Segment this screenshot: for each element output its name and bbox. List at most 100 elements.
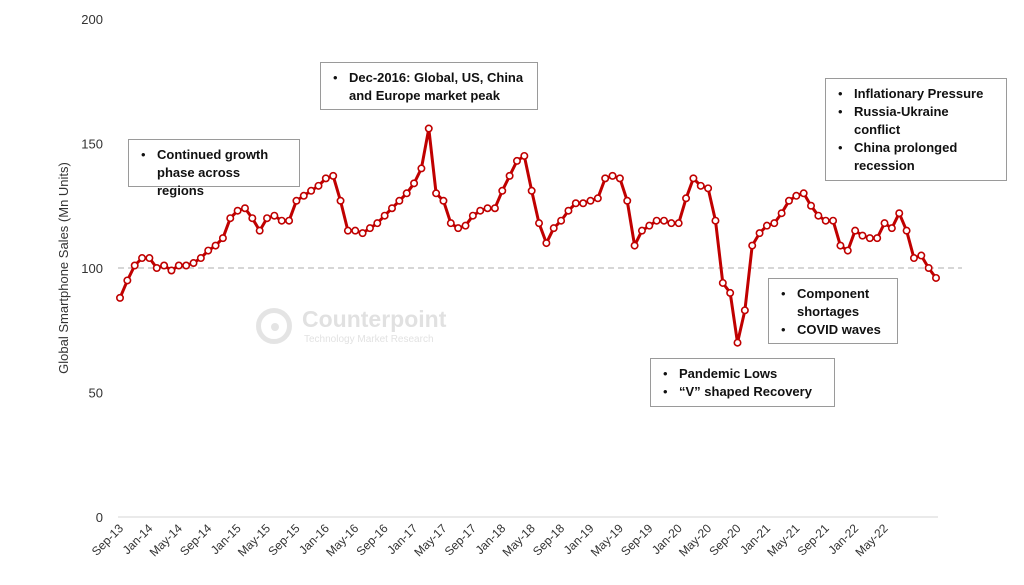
data-point (601, 174, 610, 183)
data-point (329, 171, 338, 180)
data-point (718, 278, 727, 287)
x-tick-label: Sep-19 (618, 521, 655, 558)
data-point (432, 189, 441, 198)
data-point (365, 224, 374, 233)
data-point (880, 219, 889, 228)
x-tick-label: May-17 (411, 521, 449, 559)
data-point (174, 261, 183, 270)
annotation-item: Russia-Ukraine conflict (836, 103, 996, 139)
data-point (387, 204, 396, 213)
data-point (248, 214, 257, 223)
data-point (659, 216, 668, 225)
data-point (196, 254, 205, 263)
data-point (490, 204, 499, 213)
watermark-subtitle: Technology Market Research (304, 334, 434, 345)
counterpoint-logo-icon (256, 308, 292, 344)
annotation-item: China prolonged recession (836, 139, 996, 175)
y-tick-label: 0 (96, 510, 103, 525)
data-point (446, 219, 455, 228)
y-axis-label: Global Smartphone Sales (Mn Units) (56, 162, 71, 374)
data-point (917, 251, 926, 260)
data-point (270, 211, 279, 220)
data-point (924, 263, 933, 272)
data-point (593, 194, 602, 203)
data-point (402, 189, 411, 198)
data-point (777, 209, 786, 218)
data-point (682, 194, 691, 203)
data-point (358, 229, 367, 238)
y-tick-label: 150 (81, 137, 103, 152)
series-layer (116, 124, 940, 347)
watermark-name: Counterpoint (302, 306, 447, 332)
annotation-item: Component shortages (779, 285, 887, 321)
data-point (821, 216, 830, 225)
data-point (807, 201, 816, 210)
data-point (792, 191, 801, 200)
data-point (307, 186, 316, 195)
data-point (226, 214, 235, 223)
data-point (160, 261, 169, 270)
data-point (865, 234, 874, 243)
annotation-item: Inflationary Pressure (836, 85, 996, 103)
data-point (211, 241, 220, 250)
annotation-item: COVID waves (779, 321, 887, 339)
data-point (138, 254, 147, 263)
data-point (630, 241, 639, 250)
data-point (336, 196, 345, 205)
data-point (373, 219, 382, 228)
data-point (858, 231, 867, 240)
data-point (520, 151, 529, 160)
data-point (314, 181, 323, 190)
data-point (454, 224, 463, 233)
data-point (784, 196, 793, 205)
data-point (483, 204, 492, 213)
data-point (770, 219, 779, 228)
data-point (902, 226, 911, 235)
data-point (608, 171, 617, 180)
data-point (762, 221, 771, 230)
data-point (579, 199, 588, 208)
data-point (424, 124, 433, 133)
annotation-item: Pandemic Lows (661, 365, 824, 383)
x-tick-label: Sep-21 (795, 521, 832, 558)
x-tick-label: Sep-20 (706, 521, 743, 558)
data-point (843, 246, 852, 255)
data-point (321, 174, 330, 183)
annotation-item: Continued growth phase across regions (139, 146, 289, 200)
data-point (637, 226, 646, 235)
watermark: Counterpoint Technology Market Research (256, 306, 471, 350)
data-point (711, 216, 720, 225)
x-axis: Sep-13Jan-14May-14Sep-14Jan-15May-15Sep-… (89, 516, 938, 559)
data-point (667, 219, 676, 228)
data-point (167, 266, 176, 275)
data-point (512, 156, 521, 165)
data-point (255, 226, 264, 235)
data-point (439, 196, 448, 205)
data-point (586, 196, 595, 205)
data-point (498, 186, 507, 195)
x-tick-label: May-18 (500, 521, 538, 559)
y-axis: 0 50 100 150 200 Global Smartphone Sales (Mn … (56, 12, 103, 525)
data-point (182, 261, 191, 270)
data-point (748, 241, 757, 250)
data-point (380, 211, 389, 220)
data-point (351, 226, 360, 235)
data-point (696, 181, 705, 190)
y-tick-label: 100 (81, 261, 103, 276)
x-tick-label: May-14 (147, 521, 185, 559)
data-point (836, 241, 845, 250)
x-tick-label: Sep-18 (530, 521, 567, 558)
data-point (277, 216, 286, 225)
annotation-item: “V” shaped Recovery (661, 383, 824, 401)
x-tick-label: Sep-15 (265, 521, 302, 558)
data-point (218, 234, 227, 243)
data-point (740, 306, 749, 315)
data-point (410, 179, 419, 188)
annotation-growth: Continued growth phase across regions (128, 139, 300, 198)
data-point (557, 216, 566, 225)
data-point (851, 226, 860, 235)
x-tick-label: Sep-16 (354, 521, 391, 558)
x-tick-label: Sep-17 (442, 521, 479, 558)
annotation-inflation: Inflationary Pressure Russia-Ukraine con… (825, 78, 1007, 181)
